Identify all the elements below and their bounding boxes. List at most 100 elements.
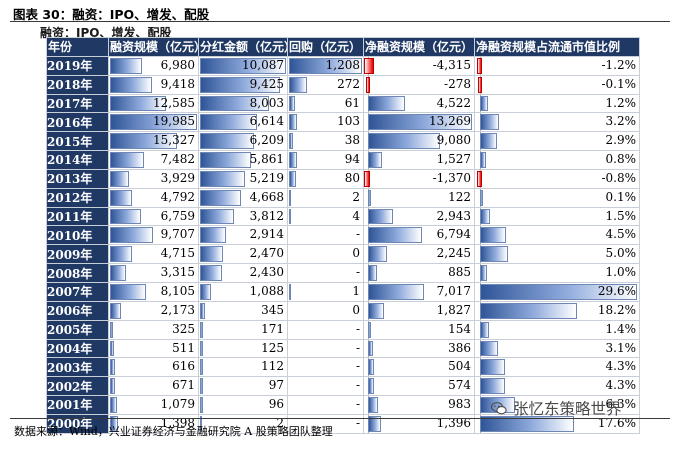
net-financing-cell: 504 <box>363 357 475 378</box>
buyback-cell: 1 <box>287 281 364 302</box>
buyback-bar <box>289 114 298 131</box>
net-ratio-cell: -0.1% <box>474 74 640 95</box>
net-ratio-bar <box>480 227 506 244</box>
financing-cell: 3,929 <box>108 168 199 189</box>
net-financing-bar <box>368 133 440 150</box>
financing-cell: 6,759 <box>108 206 199 227</box>
financing-value: 3,929 <box>160 170 195 185</box>
financing-value: 8,105 <box>160 283 195 298</box>
dividend-bar <box>200 95 269 112</box>
dividend-bar <box>200 302 205 319</box>
dividend-value: 112 <box>261 359 284 374</box>
net-financing-cell: 2,943 <box>363 206 475 227</box>
net-ratio-value: 0.1% <box>605 189 637 204</box>
table-row: 2005年 325 171 - 154 1.4% <box>46 319 640 340</box>
year-cell: 2005年 <box>46 319 109 340</box>
net-ratio-value: 29.6% <box>597 283 636 298</box>
financing-bar <box>110 208 141 225</box>
dividend-value: 4,668 <box>249 189 284 204</box>
watermark-text: 张忆东策略世界 <box>513 400 622 418</box>
financing-bar <box>110 265 127 281</box>
financing-value: 6,759 <box>160 208 195 223</box>
dividend-bar <box>200 76 281 93</box>
net-ratio-cell: 18.2% <box>474 300 640 321</box>
dividend-cell: 171 <box>198 319 288 340</box>
buyback-cell: - <box>287 376 364 397</box>
financing-bar <box>110 189 133 206</box>
net-ratio-value: 1.2% <box>605 95 637 110</box>
financing-cell: 7,482 <box>108 150 199 170</box>
year-cell: 2007年 <box>46 281 109 302</box>
financing-bar <box>110 359 115 376</box>
dividend-value: 2,914 <box>249 227 284 242</box>
net-ratio-cell: 1.0% <box>474 263 640 283</box>
financing-value: 4,715 <box>160 246 195 261</box>
financing-value: 19,985 <box>153 114 195 129</box>
financing-cell: 9,418 <box>108 74 199 95</box>
header-year: 年份 <box>46 37 109 57</box>
header-net-ratio: 净融资规模占流通市值比例 <box>474 37 640 57</box>
table-row: 2009年 4,715 2,470 0 2,245 5.0% <box>46 244 640 265</box>
financing-value: 616 <box>172 359 195 374</box>
buyback-value: 80 <box>344 170 360 185</box>
dividend-value: 9,425 <box>249 76 284 91</box>
net-financing-cell: 6,794 <box>363 225 475 246</box>
dividend-cell: 5,861 <box>198 150 288 170</box>
table-row: 2013年 3,929 5,219 80 -1,370 -0.8% <box>46 168 640 189</box>
dividend-cell: 1,088 <box>198 281 288 302</box>
buyback-value: - <box>355 378 360 393</box>
buyback-value: 0 <box>352 246 360 261</box>
net-ratio-value: -0.8% <box>601 170 636 185</box>
wechat-icon <box>491 402 507 415</box>
net-financing-value: 1,527 <box>436 152 471 167</box>
header-net-financing: 净融资规模（亿元） <box>363 37 475 57</box>
year-cell: 2014年 <box>46 150 109 170</box>
financing-cell: 15,327 <box>108 131 199 152</box>
buyback-value: 38 <box>344 133 360 148</box>
net-ratio-cell: 2.9% <box>474 131 640 152</box>
buyback-value: - <box>355 359 360 374</box>
net-financing-bar <box>364 170 370 187</box>
net-ratio-cell: -0.8% <box>474 168 640 189</box>
dividend-cell: 125 <box>198 338 288 359</box>
buyback-cell: - <box>287 263 364 283</box>
net-ratio-cell: 6.3% <box>474 395 640 415</box>
financing-cell: 19,985 <box>108 112 199 133</box>
dividend-bar <box>200 208 234 225</box>
dividend-cell: 6,614 <box>198 112 288 133</box>
source-note: 数据来源：Wind，兴业证券经济与金融研究院 A 股策略团队整理 <box>14 425 333 438</box>
dividend-value: 6,614 <box>249 114 284 129</box>
net-financing-bar <box>368 397 378 413</box>
buyback-cell: - <box>287 395 364 415</box>
buyback-bar <box>289 170 296 187</box>
net-financing-cell: -278 <box>363 74 475 95</box>
net-financing-bar <box>368 114 472 131</box>
net-ratio-bar <box>480 302 578 319</box>
buyback-value: 1,208 <box>325 57 360 72</box>
net-financing-bar <box>368 378 375 395</box>
buyback-bar <box>289 152 297 168</box>
financing-cell: 511 <box>108 338 199 359</box>
net-financing-cell: -1,370 <box>363 168 475 189</box>
net-financing-value: -1,370 <box>432 170 471 185</box>
dividend-bar <box>200 265 223 281</box>
year-cell: 2009年 <box>46 244 109 265</box>
net-financing-bar <box>368 152 382 168</box>
financing-value: 12,585 <box>153 95 195 110</box>
buyback-value: 103 <box>337 114 360 129</box>
net-ratio-bar <box>477 76 482 93</box>
dividend-bar <box>200 340 204 357</box>
dividend-cell: 9,425 <box>198 74 288 95</box>
header-financing: 融资规模（亿元） <box>108 37 199 57</box>
net-ratio-bar <box>477 170 482 187</box>
net-financing-bar <box>368 283 424 300</box>
net-ratio-value: 4.3% <box>605 359 637 374</box>
net-financing-value: 154 <box>448 321 471 336</box>
net-financing-cell: 1,827 <box>363 300 475 321</box>
net-financing-bar <box>368 321 372 338</box>
table-row: 2015年 15,327 6,209 38 9,080 2.9% <box>46 131 640 152</box>
net-ratio-cell: 29.6% <box>474 281 640 302</box>
year-cell: 2002年 <box>46 376 109 397</box>
net-financing-value: 574 <box>448 378 471 393</box>
dividend-cell: 2,430 <box>198 263 288 283</box>
